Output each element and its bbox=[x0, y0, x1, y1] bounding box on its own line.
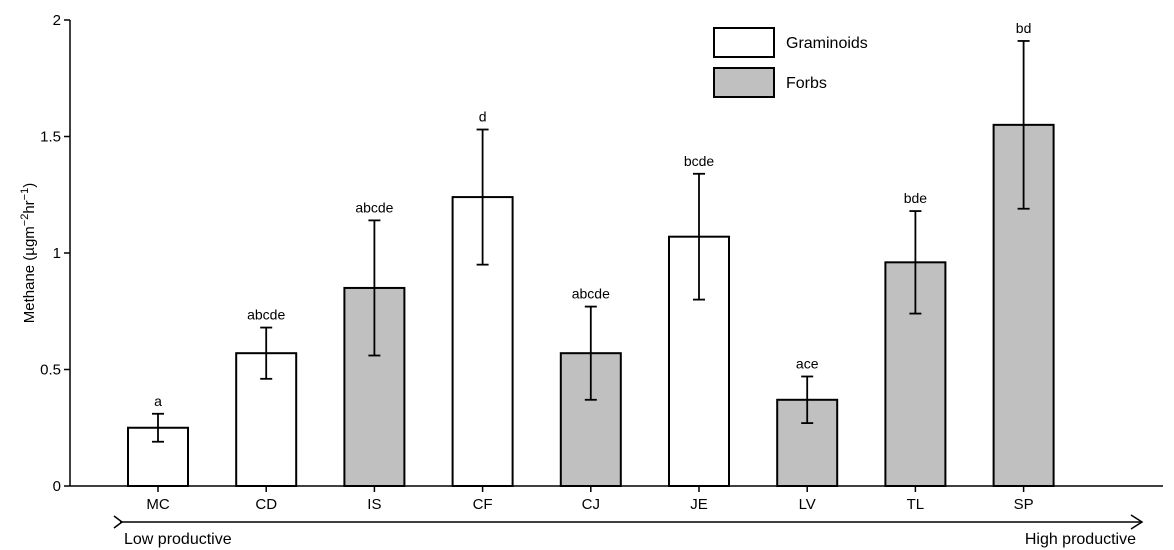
x-tick-label: IS bbox=[367, 496, 381, 513]
significance-label: abcde bbox=[355, 199, 393, 215]
x-tick-label: JE bbox=[690, 496, 708, 513]
x-tick-label: CD bbox=[255, 496, 277, 513]
significance-label: a bbox=[154, 393, 162, 409]
y-tick-label: 0.5 bbox=[40, 362, 61, 379]
x-tick-label: MC bbox=[146, 496, 169, 513]
x-tick-label: CF bbox=[473, 496, 493, 513]
y-axis-label: Methane (µgm−2hr−1) bbox=[19, 183, 38, 323]
y-tick-label: 1 bbox=[53, 245, 61, 262]
legend-swatch-graminoids bbox=[713, 27, 775, 58]
significance-label: ace bbox=[796, 355, 819, 371]
significance-label: abcde bbox=[247, 307, 285, 323]
y-tick-label: 1.5 bbox=[40, 129, 61, 146]
legend-swatch-forbs bbox=[713, 67, 775, 98]
plot-area: 0 0.5 1 1.5 2 a MC abcde CD abcde IS d CF abcde CJ bcde… bbox=[40, 12, 1163, 513]
significance-label: bd bbox=[1016, 20, 1032, 36]
significance-label: d bbox=[479, 109, 487, 125]
x-tick-label: LV bbox=[799, 496, 816, 513]
x-tick-label: TL bbox=[907, 496, 925, 513]
significance-label: abcde bbox=[572, 286, 610, 302]
significance-label: bcde bbox=[684, 153, 715, 169]
x-tick-label: CJ bbox=[582, 496, 600, 513]
arrow-start-label: Low productive bbox=[124, 531, 232, 548]
y-tick-label: 0 bbox=[53, 478, 61, 495]
arrow-head bbox=[1130, 514, 1144, 530]
arrow-end-label: High productive bbox=[1025, 531, 1136, 548]
significance-label: bde bbox=[904, 190, 928, 206]
legend: Graminoids Forbs bbox=[713, 27, 868, 98]
y-tick-label: 2 bbox=[53, 12, 61, 29]
legend-label-graminoids: Graminoids bbox=[786, 35, 868, 52]
legend-label-forbs: Forbs bbox=[786, 75, 827, 92]
x-tick-label: SP bbox=[1014, 496, 1034, 513]
productivity-arrow: Low productive High productive bbox=[113, 514, 1144, 548]
